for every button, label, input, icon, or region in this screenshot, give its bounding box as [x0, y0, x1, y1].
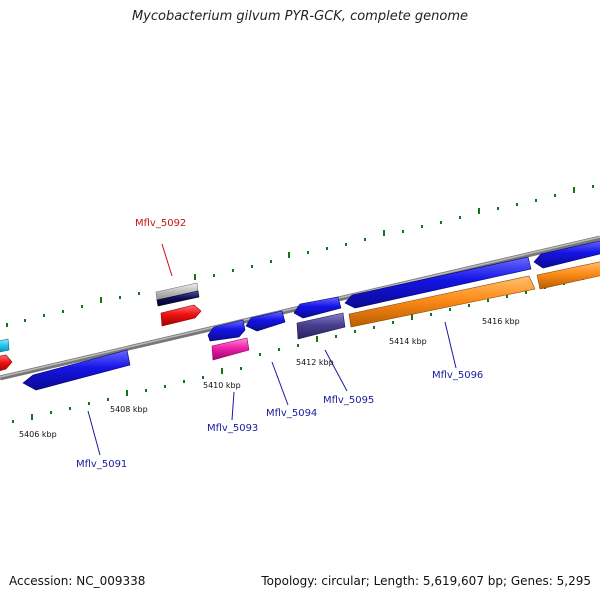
gene-orange-edge[interactable]	[536, 261, 600, 290]
genome-summary-text: Topology: circular; Length: 5,619,607 bp…	[261, 574, 591, 588]
gene-mflv-5094[interactable]	[245, 310, 286, 332]
connector-mflv-5093	[231, 391, 235, 421]
scale-label: 5416 kbp	[482, 317, 520, 326]
connector-mflv-5091	[87, 410, 101, 456]
gene-blue-a[interactable]	[207, 319, 246, 342]
gene-mflv-5092-navy[interactable]	[156, 290, 200, 307]
gene-label-mflv-5092[interactable]: Mflv_5092	[135, 218, 186, 229]
gene-blue-long[interactable]	[344, 256, 532, 309]
gene-label-mflv-5091[interactable]: Mflv_5091	[76, 459, 127, 470]
scale-label: 5408 kbp	[110, 405, 148, 414]
accession-text: Accession: NC_009338	[9, 574, 146, 588]
scale-label: 5406 kbp	[19, 430, 57, 439]
gene-label-mflv-5093[interactable]: Mflv_5093	[207, 423, 258, 434]
gene-blue-edge[interactable]	[533, 240, 600, 269]
scale-label: 5412 kbp	[296, 358, 334, 367]
gene-mflv-5095[interactable]	[296, 312, 346, 340]
gene-mflv-5091[interactable]	[22, 349, 131, 391]
connector-mflv-5096	[444, 321, 457, 369]
gene-mflv-5096[interactable]	[348, 275, 536, 328]
gene-cyan[interactable]	[0, 338, 10, 353]
scale-label: 5410 kbp	[203, 381, 241, 390]
connector-mflv-5092	[161, 243, 173, 277]
gene-label-mflv-5095[interactable]: Mflv_5095	[323, 395, 374, 406]
genome-title: Mycobacterium gilvum PYR-GCK, complete g…	[131, 9, 469, 24]
gene-red-edge[interactable]	[0, 354, 13, 372]
lower-scale-ticks	[12, 277, 584, 423]
gene-mflv-5093[interactable]	[211, 337, 250, 361]
upper-scale-ticks	[6, 185, 594, 327]
gene-mflv-5092[interactable]	[160, 304, 202, 327]
gene-label-mflv-5094[interactable]: Mflv_5094	[266, 408, 317, 419]
gene-label-mflv-5096[interactable]: Mflv_5096	[432, 370, 483, 381]
scale-label: 5414 kbp	[389, 337, 427, 346]
connector-mflv-5095	[324, 349, 348, 392]
gene-blue-b[interactable]	[293, 296, 342, 319]
connector-mflv-5094	[271, 361, 289, 406]
